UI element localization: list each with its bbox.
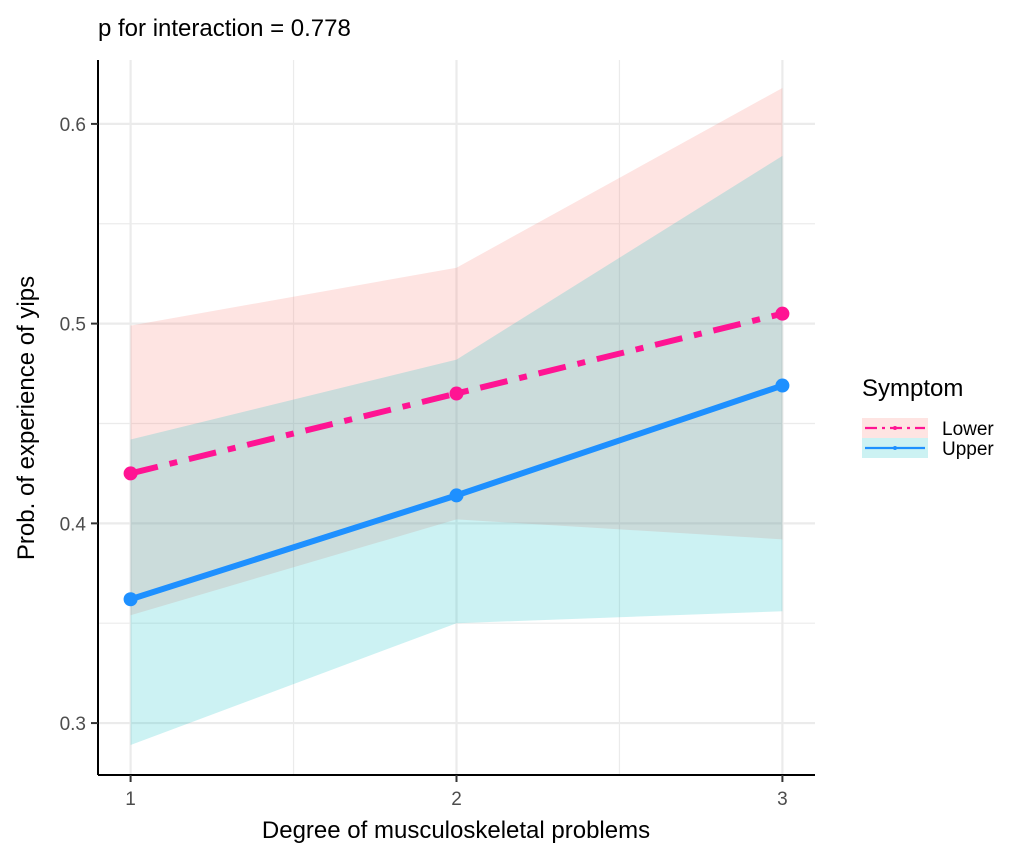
y-tick-label: 0.5 (60, 315, 86, 336)
y-tick-label: 0.4 (60, 514, 87, 535)
grid-layer (98, 60, 815, 775)
data-point-lower (123, 466, 138, 481)
legend-label-upper: Upper (942, 439, 994, 460)
legend-key-point-upper (893, 446, 897, 450)
confidence-bands (130, 87, 783, 746)
legend-key-point-lower (893, 426, 897, 430)
y-axis-title: Prob. of experience of yips (13, 276, 40, 560)
y-tick-label: 0.6 (60, 115, 86, 136)
x-tick-label: 2 (451, 789, 462, 810)
confidence-band-upper (130, 155, 783, 746)
data-point-upper (123, 592, 138, 607)
data-point-lower (449, 386, 464, 401)
x-tick-label: 1 (125, 789, 136, 810)
series-points (123, 306, 790, 607)
x-axis-title: Degree of musculoskeletal problems (262, 817, 650, 844)
data-point-upper (449, 488, 464, 503)
data-point-lower (775, 306, 790, 321)
legend-label-lower: Lower (942, 419, 994, 440)
ticks: 0.3 0.4 0.5 0.6 1 2 3 (60, 115, 788, 810)
legend-title: Symptom (862, 375, 963, 402)
chart-title: p for interaction = 0.778 (98, 15, 351, 42)
y-tick-label: 0.3 (60, 714, 86, 735)
data-point-upper (775, 378, 790, 393)
x-tick-label: 3 (777, 789, 788, 810)
confidence-band-lower (130, 87, 783, 616)
series-line-lower (129, 310, 784, 477)
